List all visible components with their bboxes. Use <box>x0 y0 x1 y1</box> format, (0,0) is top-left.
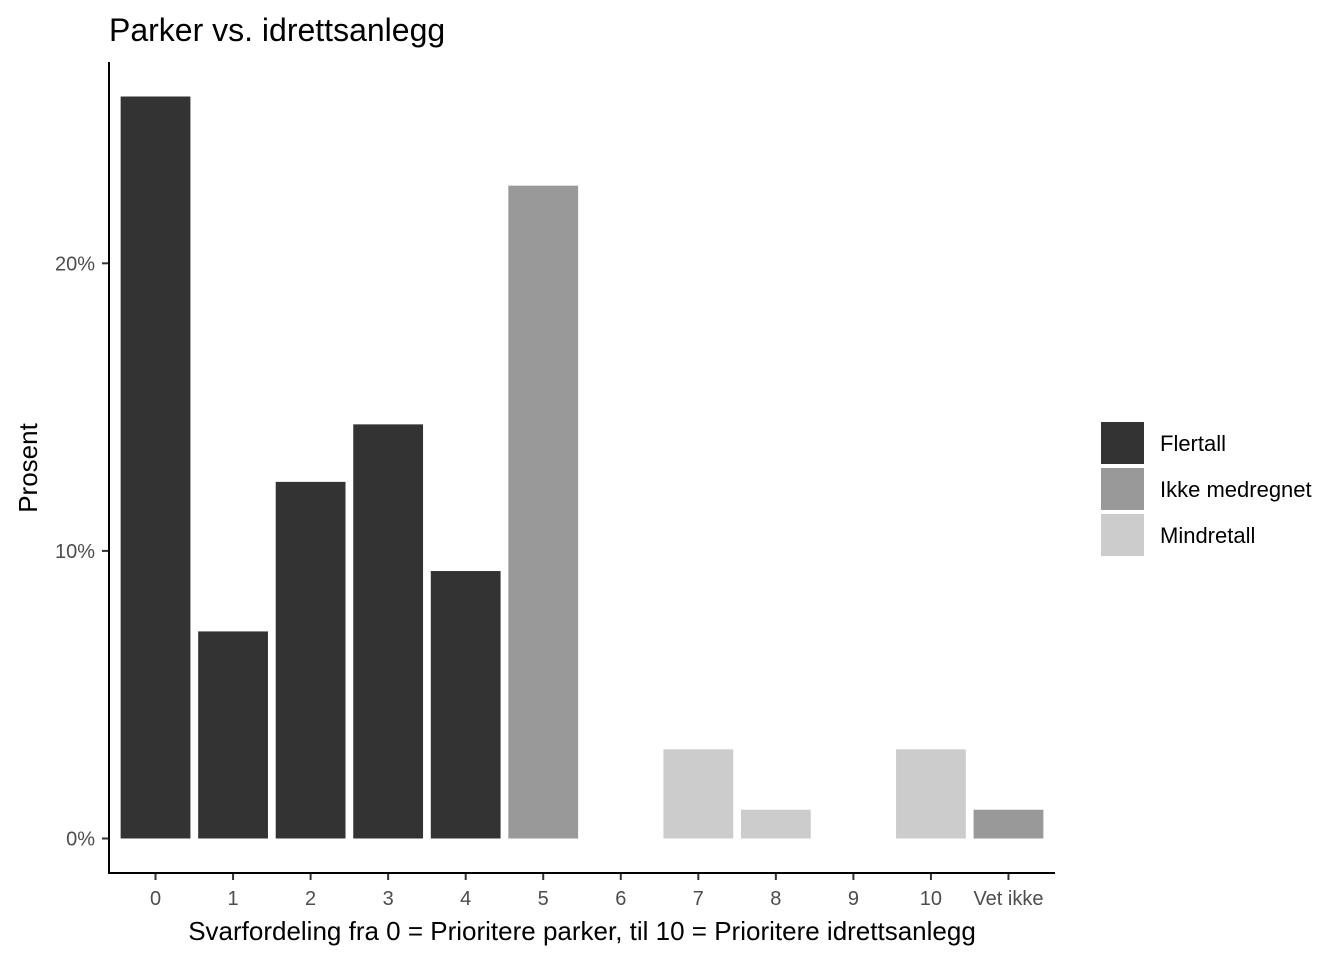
bar-vet-ikke <box>973 809 1044 839</box>
bar-7 <box>663 749 734 839</box>
legend-label: Ikke medregnet <box>1160 477 1312 502</box>
x-tick-label: Vet ikke <box>973 888 1043 910</box>
legend-label: Flertall <box>1160 431 1226 456</box>
x-tick-label: 0 <box>150 888 161 910</box>
legend-key <box>1101 422 1144 464</box>
y-axis-label: Prosent <box>13 422 43 512</box>
x-tick-label: 3 <box>383 888 394 910</box>
legend: Flertall Ikke medregnet Mindretall <box>1101 422 1312 556</box>
x-tick-label: 6 <box>615 888 626 910</box>
legend-key <box>1101 514 1144 556</box>
x-tick-label: 4 <box>460 888 471 910</box>
bar-8 <box>740 809 811 839</box>
y-tick-label: 0% <box>66 828 95 850</box>
x-tick-label: 2 <box>305 888 316 910</box>
x-tick-label: 7 <box>693 888 704 910</box>
bar-3 <box>353 424 424 839</box>
bar-10 <box>896 749 966 839</box>
chart-title: Parker vs. idrettsanlegg <box>109 12 445 48</box>
x-tick-label: 1 <box>228 888 239 910</box>
x-axis-ticks: 0 1 2 3 4 5 6 7 8 9 10 Vet ikke <box>150 873 1043 910</box>
bars <box>120 96 1044 839</box>
x-axis-label: Svarfordeling fra 0 = Prioritere parker,… <box>188 916 976 946</box>
bar-4 <box>430 571 501 839</box>
y-tick-label: 10% <box>55 541 95 563</box>
bar-5 <box>508 185 579 839</box>
x-tick-label: 8 <box>770 888 781 910</box>
legend-key <box>1101 468 1144 510</box>
legend-label: Mindretall <box>1160 523 1255 548</box>
bar-1 <box>198 631 268 839</box>
x-tick-label: 5 <box>538 888 549 910</box>
bar-2 <box>275 481 346 839</box>
x-tick-label: 9 <box>848 888 859 910</box>
x-tick-label: 10 <box>920 888 942 910</box>
bar-0 <box>120 96 191 839</box>
y-tick-label: 20% <box>55 253 95 275</box>
y-axis-ticks: 0% 10% 20% <box>55 253 109 850</box>
